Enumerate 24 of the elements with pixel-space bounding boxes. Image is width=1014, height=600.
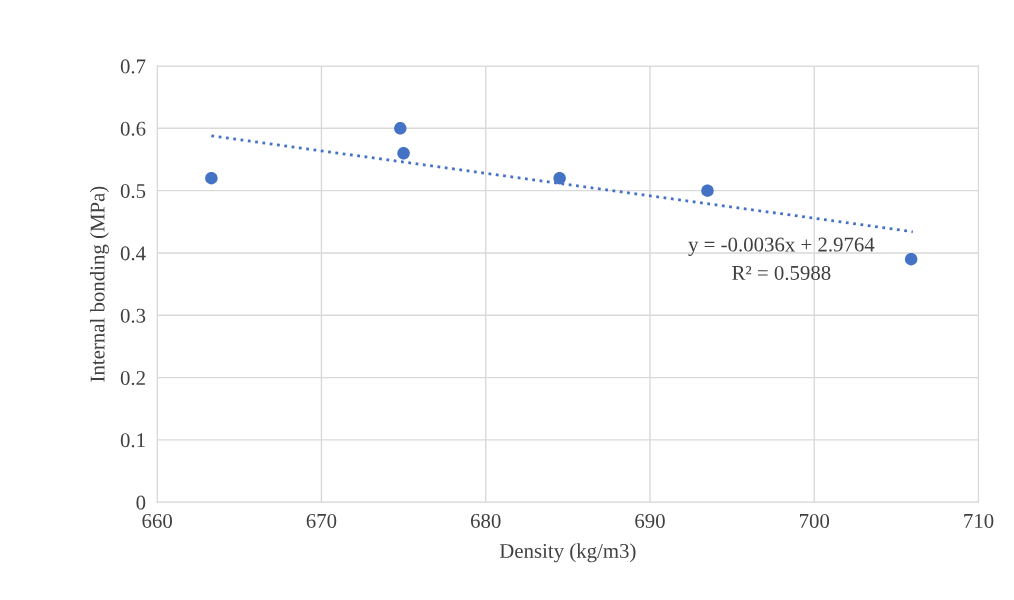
y-tick-label: 0 — [136, 495, 146, 510]
y-tick-label: 0.2 — [120, 370, 145, 386]
x-tick-label: 680 — [470, 513, 501, 528]
point — [701, 184, 714, 197]
y-tick-label: 0.7 — [120, 59, 146, 74]
x-tick-label: 690 — [635, 513, 665, 528]
annotation: y = -0.0036x + 2.9764 — [688, 237, 875, 256]
point — [205, 171, 218, 185]
y-tick-label: 0.5 — [120, 184, 146, 199]
point — [553, 171, 566, 185]
y-tick-label: 0.6 — [120, 121, 146, 136]
point — [394, 122, 407, 135]
x-tick-label: 670 — [306, 513, 337, 528]
x-tick-label: 660 — [142, 513, 172, 528]
y-tick-label: 0.1 — [120, 433, 145, 448]
x-tick-label: 700 — [799, 513, 830, 528]
y-axis-title: Internal bonding (MPa) — [89, 186, 109, 382]
x-tick-label: 710 — [964, 513, 994, 528]
point — [904, 252, 918, 266]
x-axis-title: Density (kg/m3) — [499, 543, 636, 563]
y-tick-label: 0.3 — [120, 308, 146, 323]
y-tick-label: 0.4 — [120, 246, 146, 261]
point — [397, 147, 410, 160]
annotation: R² = 0.5988 — [732, 265, 831, 281]
